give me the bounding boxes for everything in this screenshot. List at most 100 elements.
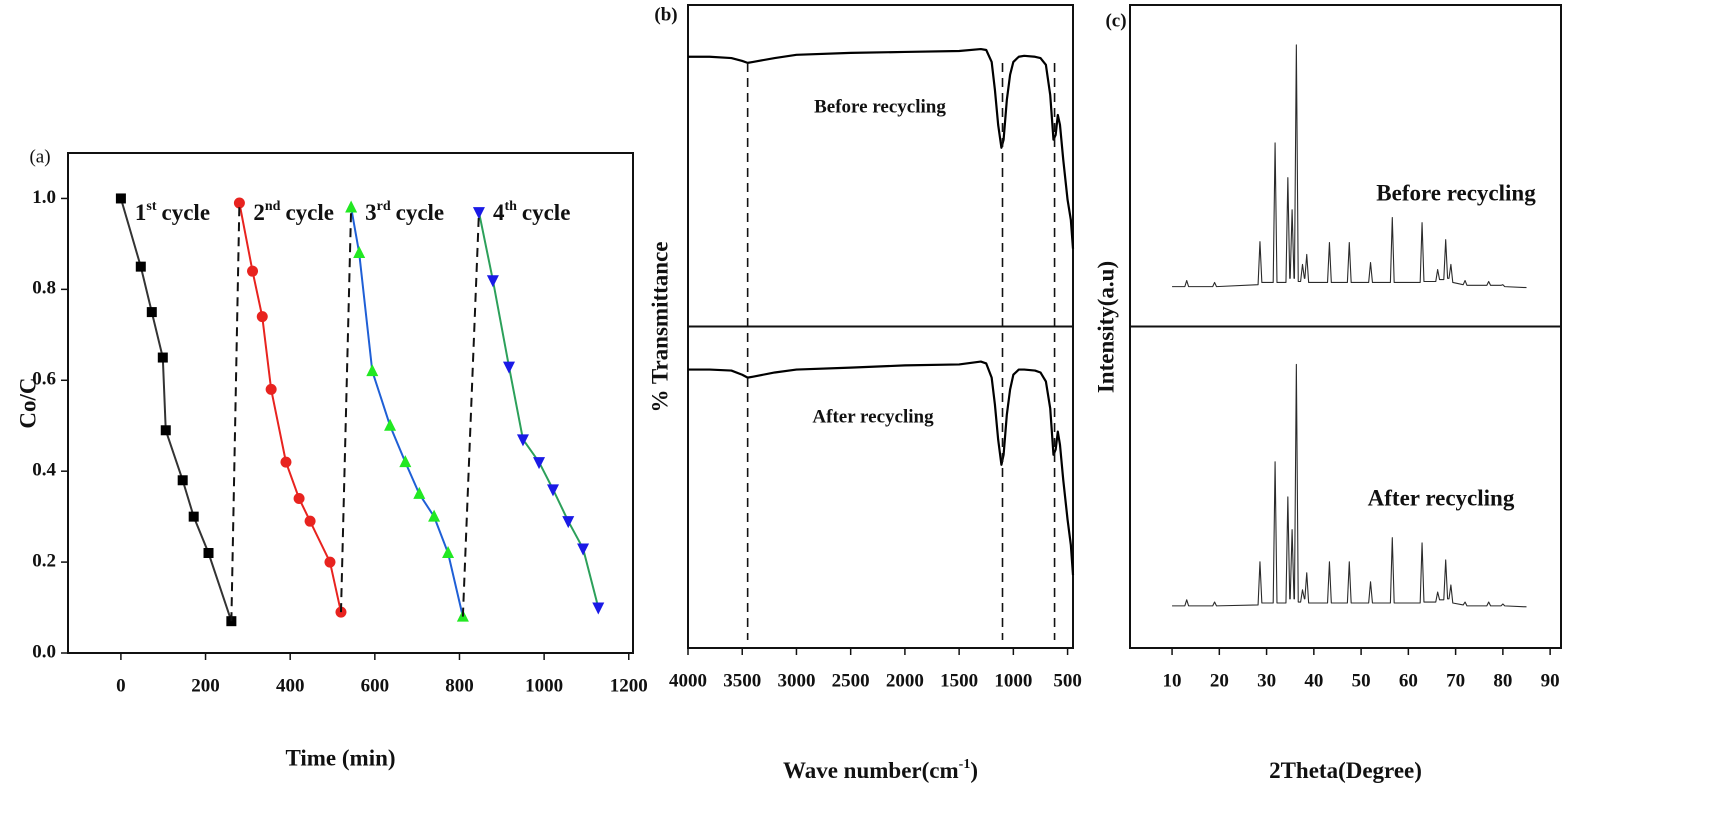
cycle-text: cycle — [162, 200, 211, 225]
x-tick-label: 800 — [445, 675, 474, 696]
marker — [265, 383, 277, 395]
x-axis-title-main: Wave number(cm — [783, 758, 959, 783]
cycle-sup: nd — [265, 199, 281, 214]
x-tick-label: 200 — [191, 675, 220, 696]
y-tick-label: 1.0 — [32, 187, 56, 208]
x-tick-label: 4000 — [669, 670, 707, 691]
marker — [533, 457, 546, 470]
y-tick-label: 0.0 — [32, 641, 56, 662]
marker — [345, 200, 358, 213]
marker — [247, 265, 259, 277]
cycle-sup: th — [504, 199, 517, 214]
y-tick-label: 0.8 — [32, 278, 56, 299]
marker — [146, 307, 157, 318]
y-tick-label: 0.2 — [32, 550, 56, 571]
cycle-sup: st — [146, 199, 156, 214]
cycle-label: 4th cycle — [493, 199, 570, 225]
panel-label: (b) — [654, 4, 677, 25]
cycle-connector — [461, 212, 480, 617]
cycle-text: cycle — [522, 200, 571, 225]
x-tick-label: 1000 — [994, 670, 1032, 691]
y-tick-label: 0.6 — [32, 369, 56, 390]
cycle-number: 4 — [493, 200, 505, 225]
marker — [157, 352, 168, 363]
x-tick-label: 3500 — [723, 670, 761, 691]
y-tick-label: 0.4 — [32, 460, 56, 481]
marker — [304, 515, 316, 527]
marker — [516, 434, 529, 447]
x-tick-label: 400 — [276, 675, 305, 696]
x-tick-label: 90 — [1541, 670, 1560, 691]
x-tick-label: 1000 — [525, 675, 563, 696]
cycle-connector — [230, 202, 241, 622]
series-label: Before recycling — [1376, 180, 1536, 205]
cycle-label: 2nd cycle — [253, 199, 334, 225]
cycle-number: 3 — [365, 200, 377, 225]
x-axis-title: Time (min) — [285, 745, 395, 770]
y-axis-title: Co/C — [15, 377, 40, 428]
marker — [592, 602, 605, 615]
x-tick-label: 70 — [1446, 670, 1465, 691]
marker — [160, 425, 171, 436]
x-tick-label: 80 — [1493, 670, 1512, 691]
marker — [324, 556, 336, 568]
marker — [280, 456, 292, 468]
series-label: After recycling — [1368, 485, 1515, 510]
x-tick-label: 10 — [1163, 670, 1182, 691]
cycle-number: 1 — [135, 200, 147, 225]
plot-frame — [67, 152, 634, 654]
marker — [366, 364, 379, 377]
marker — [486, 275, 499, 288]
x-axis-title: Wave number(cm-1) — [783, 757, 978, 783]
spectrum-line — [688, 47, 1075, 249]
x-tick-label: 1500 — [940, 670, 978, 691]
cycle-label: 3rd cycle — [365, 199, 444, 225]
y-axis-title: % Transmittance — [647, 242, 672, 413]
marker — [502, 361, 515, 374]
cycle-number: 2 — [253, 200, 264, 225]
x-tick-label: 500 — [1053, 670, 1082, 691]
x-tick-label: 60 — [1399, 670, 1418, 691]
x-tick-label: 600 — [361, 675, 390, 696]
marker — [115, 193, 126, 204]
x-axis-title-end: ) — [970, 758, 978, 783]
marker — [353, 246, 366, 258]
cycle-sup: rd — [377, 199, 391, 214]
series-line — [238, 202, 342, 613]
y-axis-title: Intensity(a.u) — [1093, 261, 1118, 393]
x-tick-label: 2500 — [832, 670, 870, 691]
marker — [562, 516, 575, 529]
marker — [413, 486, 426, 499]
cycle-connector — [339, 207, 353, 613]
marker — [256, 311, 268, 323]
panel-label: (c) — [1105, 10, 1126, 31]
marker — [577, 543, 590, 556]
marker — [472, 207, 485, 220]
marker — [203, 548, 214, 558]
x-tick-label: 20 — [1210, 670, 1229, 691]
x-axis-title-main: 2Theta(Degree) — [1269, 758, 1422, 783]
spectrum-line — [1172, 363, 1527, 608]
cycle-text: cycle — [396, 200, 445, 225]
x-tick-label: 1200 — [610, 675, 648, 696]
x-axis-title-sup: -1 — [959, 757, 971, 772]
marker — [384, 418, 397, 431]
panel-label: (a) — [29, 146, 50, 167]
marker — [177, 475, 188, 486]
x-tick-label: 2000 — [886, 670, 924, 691]
marker — [442, 546, 455, 558]
marker — [399, 455, 412, 468]
spectrum-line — [688, 360, 1075, 576]
x-tick-label: 3000 — [777, 670, 815, 691]
marker — [233, 197, 245, 209]
series-label: After recycling — [812, 406, 934, 427]
x-tick-label: 30 — [1257, 670, 1276, 691]
marker — [135, 261, 146, 272]
marker — [547, 484, 560, 497]
x-tick-label: 50 — [1352, 670, 1371, 691]
x-tick-label: 0 — [116, 675, 126, 696]
cycle-text: cycle — [285, 200, 334, 225]
x-tick-label: 40 — [1304, 670, 1323, 691]
